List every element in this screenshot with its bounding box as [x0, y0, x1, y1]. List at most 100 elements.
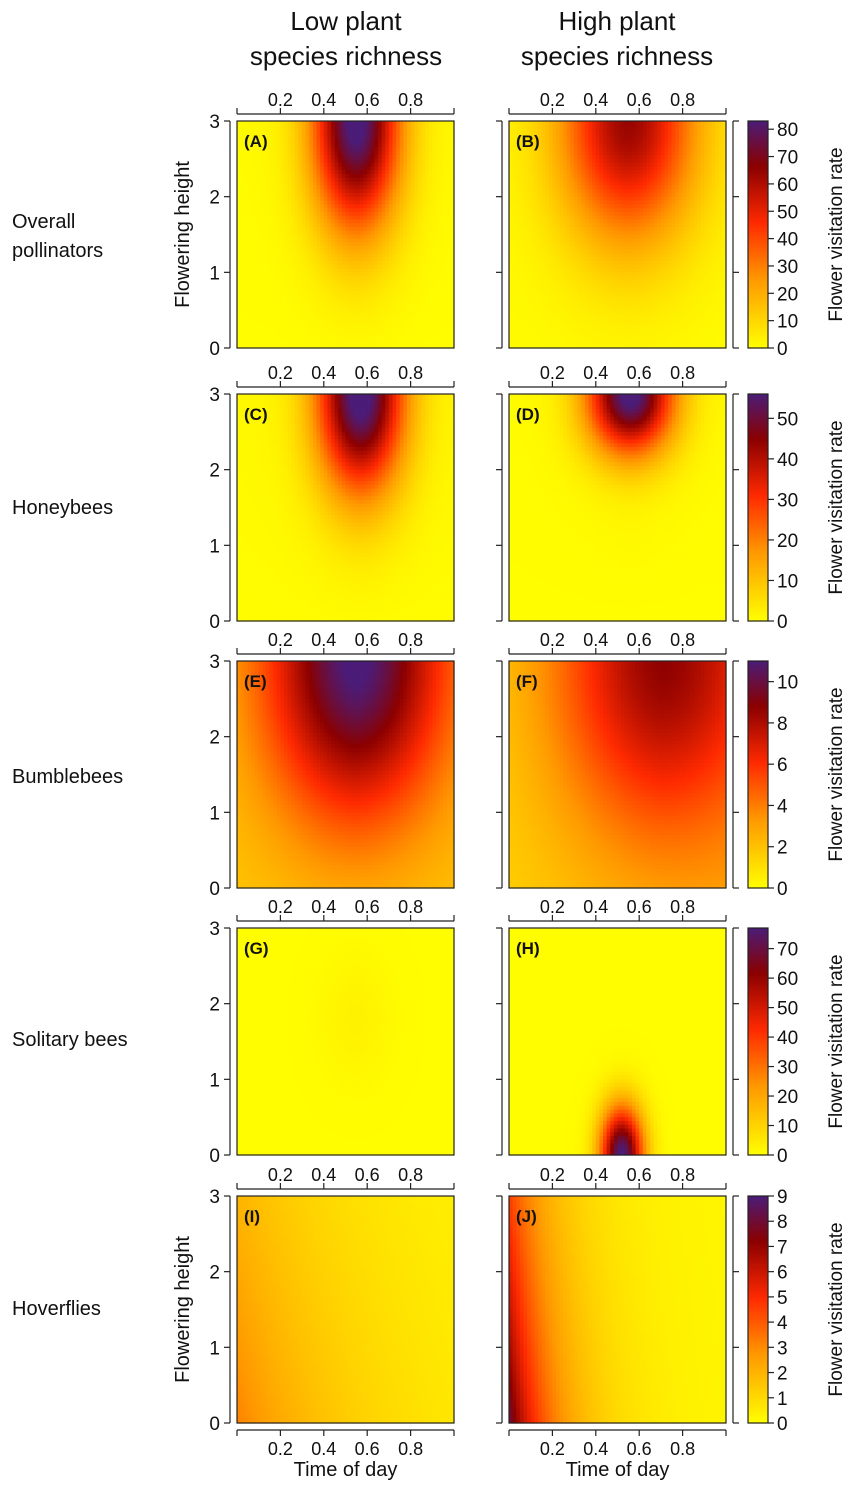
heatmap-cell: [251, 238, 255, 242]
heatmap-cell: [244, 303, 248, 307]
heatmap-cell: [241, 325, 245, 329]
heatmap-cell: [273, 318, 277, 322]
heatmap-cell: [251, 280, 255, 284]
heatmap-cell: [237, 200, 241, 204]
heatmap-cell: [277, 151, 281, 155]
heatmap-cell: [259, 219, 263, 223]
heatmap-cell: [255, 170, 259, 174]
heatmap-cell: [273, 333, 277, 337]
heatmap-cell: [262, 174, 266, 178]
heatmap-cell: [255, 208, 259, 212]
heatmap-cell: [251, 235, 255, 239]
heatmap-cell: [273, 299, 277, 303]
heatmap-cell: [237, 306, 241, 310]
heatmap-cell: [255, 322, 259, 326]
heatmap-cell: [273, 276, 277, 280]
heatmap-cell: [248, 178, 252, 182]
heatmap-cell: [270, 125, 274, 129]
heatmap-cell: [251, 306, 255, 310]
heatmap-cell: [270, 204, 274, 208]
heatmap-cell: [248, 333, 252, 337]
heatmap-cell: [237, 197, 241, 201]
heatmap-cell: [237, 223, 241, 227]
heatmap-cell: [270, 287, 274, 291]
heatmap-cell: [273, 235, 277, 239]
heatmap-cell: [262, 250, 266, 254]
heatmap-cell: [266, 204, 270, 208]
heatmap-cell: [244, 193, 248, 197]
heatmap-cell: [237, 280, 241, 284]
heatmap-cell: [244, 265, 248, 269]
heatmap-cell: [277, 144, 281, 148]
heatmap-cell: [266, 284, 270, 288]
heatmap-cell: [241, 163, 245, 167]
heatmap-cell: [273, 253, 277, 257]
heatmap-cell: [270, 325, 274, 329]
heatmap-cell: [248, 287, 252, 291]
heatmap-cell: [251, 125, 255, 129]
heatmap-cell: [237, 136, 241, 140]
heatmap-cell: [241, 310, 245, 314]
heatmap-cell: [255, 303, 259, 307]
heatmap-cell: [262, 299, 266, 303]
heatmap-cell: [237, 208, 241, 212]
heatmap-cell: [237, 147, 241, 151]
heatmap-cell: [273, 132, 277, 136]
heatmap-cell: [237, 314, 241, 318]
heatmap-cell: [248, 227, 252, 231]
heatmap-cell: [241, 269, 245, 273]
heatmap-cell: [259, 208, 263, 212]
heatmap-cell: [251, 269, 255, 273]
heatmap-cell: [248, 295, 252, 299]
heatmap-cell: [244, 272, 248, 276]
heatmap-cell: [251, 219, 255, 223]
heatmap-cell: [270, 197, 274, 201]
heatmap-cell: [248, 325, 252, 329]
heatmap-cell: [248, 223, 252, 227]
heatmap-cell: [248, 284, 252, 288]
heatmap-cell: [255, 204, 259, 208]
heatmap-cell: [237, 337, 241, 341]
heatmap-cell: [262, 257, 266, 261]
heatmap-cell: [248, 159, 252, 163]
heatmap-cell: [241, 182, 245, 186]
heatmap-cell: [277, 178, 281, 182]
heatmap-cell: [270, 231, 274, 235]
heatmap-cell: [266, 337, 270, 341]
heatmap-cell: [266, 318, 270, 322]
heatmap-cell: [255, 310, 259, 314]
heatmap-cell: [248, 216, 252, 220]
heatmap-cell: [262, 269, 266, 273]
heatmap-cell: [241, 208, 245, 212]
heatmap-cell: [244, 200, 248, 204]
column-title-high-line2: species richness: [521, 41, 713, 71]
heatmap-cell: [273, 337, 277, 341]
heatmap-cell: [262, 246, 266, 250]
heatmap-cell: [241, 295, 245, 299]
heatmap-cell: [255, 151, 259, 155]
heatmap-cell: [262, 329, 266, 333]
heatmap-cell: [273, 151, 277, 155]
heatmap-cell: [273, 121, 277, 125]
heatmap-cell: [273, 284, 277, 288]
heatmap-cell: [241, 284, 245, 288]
heatmap-cell: [255, 276, 259, 280]
heatmap-cell: [255, 340, 259, 344]
heatmap-cell: [255, 200, 259, 204]
heatmap-cell: [251, 197, 255, 201]
column-title-low-line1: Low plant: [290, 6, 402, 36]
heatmap-cell: [248, 291, 252, 295]
heatmap-cell: [266, 151, 270, 155]
heatmap-cell: [273, 295, 277, 299]
heatmap-cell: [244, 216, 248, 220]
heatmap-cell: [244, 159, 248, 163]
heatmap-cell: [241, 280, 245, 284]
heatmap-cell: [270, 155, 274, 159]
heatmap-cell: [259, 295, 263, 299]
heatmap-cell: [273, 193, 277, 197]
heatmap-cell: [266, 223, 270, 227]
heatmap-cell: [273, 219, 277, 223]
heatmap-cell: [244, 291, 248, 295]
heatmap-cell: [259, 200, 263, 204]
heatmap-cell: [255, 185, 259, 189]
